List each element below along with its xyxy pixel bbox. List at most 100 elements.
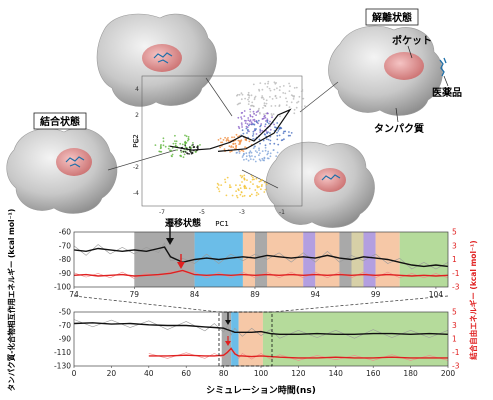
drug-label: 医薬品	[432, 86, 462, 99]
pca-point	[218, 190, 221, 193]
band-orange	[238, 312, 263, 366]
pca-point	[242, 132, 245, 135]
pca-point	[249, 114, 252, 116]
pca-point	[164, 145, 167, 148]
pca-point	[290, 132, 293, 134]
pca-point	[272, 113, 275, 115]
pca-point	[274, 95, 277, 98]
pca-point	[246, 126, 249, 129]
pca-point	[241, 124, 243, 126]
pca-point	[288, 90, 291, 92]
full-panel: 0 20 40 60 80 100 120 140 160 180 200 -50-70-90-11…	[54, 308, 460, 379]
pca-point	[239, 174, 242, 177]
pca-point	[219, 137, 222, 140]
pca-point	[194, 150, 197, 153]
pca-point	[176, 149, 178, 151]
xtick-label: 40	[144, 369, 154, 378]
pca-point	[267, 138, 270, 141]
pca-point	[249, 110, 252, 113]
pca-point	[276, 122, 279, 124]
pca-point	[162, 140, 165, 143]
pca-point	[253, 113, 256, 115]
protein-label: タンパク質	[374, 122, 424, 135]
pca-point	[276, 131, 278, 134]
zoom-window	[218, 311, 273, 367]
pca-point	[241, 111, 244, 114]
pca-point	[243, 158, 245, 161]
pca-point	[247, 103, 250, 105]
series-black	[73, 246, 449, 268]
pca-point	[266, 119, 269, 122]
pca-point	[268, 122, 270, 125]
pca-point	[262, 159, 265, 162]
pca-point	[298, 95, 301, 98]
pca-point	[252, 119, 255, 121]
pca-point	[295, 86, 298, 89]
pca-point	[265, 99, 268, 102]
pca-point	[293, 112, 296, 115]
pca-point	[243, 115, 246, 117]
pca-point	[251, 115, 254, 118]
ytick-left: -50	[59, 308, 71, 317]
zoom-connectors	[73, 295, 449, 313]
pca-point	[216, 186, 219, 189]
pca-point	[236, 94, 238, 97]
pca-point	[249, 181, 252, 183]
pca-point	[244, 138, 247, 141]
pca-point	[162, 137, 165, 140]
pca-point	[286, 100, 288, 103]
ytick-right: 3	[452, 241, 457, 250]
pca-point	[250, 175, 253, 177]
pca-point	[235, 133, 238, 136]
pca-point	[257, 119, 260, 122]
pca-point	[264, 125, 266, 128]
band-gray	[134, 232, 195, 287]
pca-point	[217, 139, 220, 141]
pca-point	[252, 123, 255, 126]
pca-point	[258, 138, 261, 141]
pca-point	[229, 184, 231, 187]
pca-point	[252, 176, 254, 179]
pca-point	[226, 176, 229, 179]
pca-point	[252, 147, 255, 150]
pca-point	[236, 103, 239, 106]
pca-point	[250, 151, 253, 154]
pca-point	[258, 180, 261, 183]
pca-point	[279, 115, 281, 118]
pca-point	[258, 158, 261, 161]
pca-point	[241, 195, 244, 198]
pca-point	[268, 87, 271, 90]
pca-point	[252, 105, 255, 107]
pca-point	[282, 132, 285, 135]
pca-point	[251, 178, 254, 181]
pca-point	[264, 123, 267, 126]
pca-point	[243, 184, 246, 187]
pca-point	[241, 156, 244, 158]
ytick-left: -110	[54, 348, 71, 357]
full-arrow-black	[225, 312, 231, 325]
pca-yticks: 4 2 0 -2 -4	[133, 86, 139, 197]
pca-point	[231, 136, 233, 139]
pca-point	[252, 158, 255, 161]
band-green	[399, 232, 448, 287]
xtick-label: 200	[441, 369, 456, 378]
pca-point	[261, 150, 264, 153]
pca-panel: -7 -5 -3 -1 4 2 0 -2 -4 PC1 PC2	[132, 75, 306, 228]
band-gray	[255, 232, 268, 287]
series-red	[73, 269, 449, 277]
pca-point	[291, 95, 294, 97]
xtick-label: 104	[429, 290, 444, 299]
pca-point	[261, 95, 264, 97]
full-left-ticks: -50 -70 -90 -110 -130	[54, 308, 71, 371]
ytick-right: 3	[452, 321, 457, 330]
pca-ytick: 2	[135, 112, 139, 119]
pca-point	[183, 153, 186, 156]
pca-point	[290, 101, 293, 104]
pca-point	[187, 138, 190, 141]
pca-point	[260, 123, 263, 125]
pca-point	[282, 92, 285, 94]
pca-point	[238, 152, 241, 154]
pca-point	[227, 137, 229, 139]
pca-point	[293, 108, 296, 111]
zoom-panel: 74 79 84 89 94 99 104 -60 -70 -80 -90 -100 5 3 1 -1 -3	[54, 226, 460, 299]
